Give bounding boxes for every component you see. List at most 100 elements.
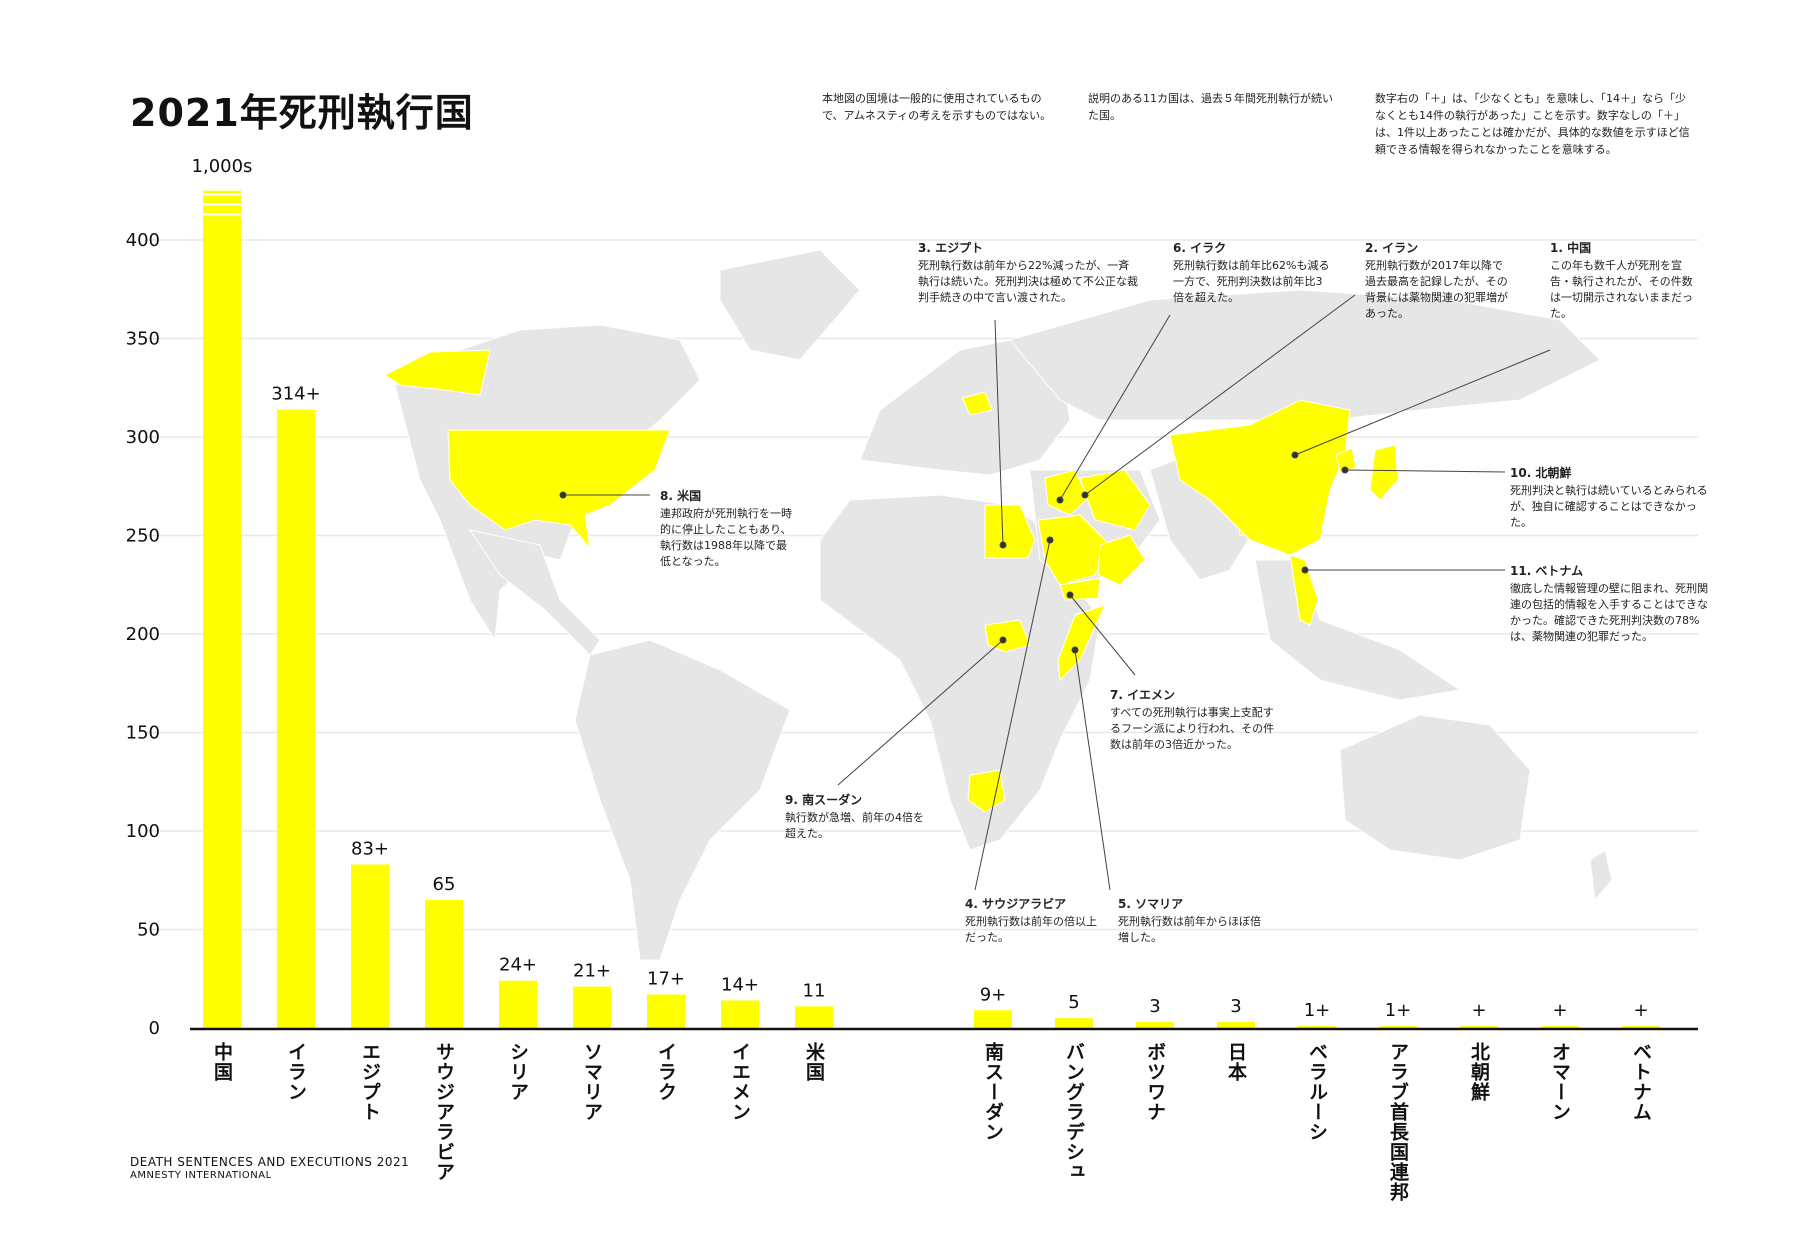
bar-value-label: + <box>1552 1000 1567 1021</box>
bar-13 <box>1298 1026 1336 1029</box>
map-russia <box>1009 289 1601 421</box>
leader-dot-south-sudan <box>999 636 1007 644</box>
bar-9 <box>974 1010 1012 1028</box>
bar-8 <box>795 1006 833 1028</box>
annotation-somalia: 5. ソマリア 死刑執行数は前年からほぼ倍増した。 <box>1118 897 1261 944</box>
bar-value-label: 314+ <box>271 383 320 404</box>
annotation-iraq: 6. イラク 死刑執行数は前年比62%も減る一方で、死刑判決数は前年比3倍を超えた… <box>1173 241 1330 304</box>
bar-value-label: 1+ <box>1304 1000 1331 1021</box>
annotation-north-korea: 10. 北朝鮮 死刑判決と執行は続いているとみられるが、独自に確認することはできな… <box>1510 466 1708 529</box>
category-label: ベラルーシ <box>1306 1042 1328 1142</box>
map-egypt <box>984 504 1036 559</box>
map-south-america <box>574 639 791 961</box>
bar-16 <box>1541 1026 1579 1029</box>
world-map <box>384 249 1613 961</box>
category-label: エジプト <box>359 1042 381 1122</box>
category-label: 日本 <box>1225 1042 1247 1082</box>
leader-line-china <box>1294 349 1551 456</box>
leader-dot-iraq <box>1056 496 1064 504</box>
footer-source: DEATH SENTENCES AND EXECUTIONS 2021 AMNE… <box>130 1155 410 1181</box>
map-central-america <box>468 529 601 656</box>
annotation-leader-lines <box>559 294 1551 891</box>
category-label: 米国 <box>803 1042 825 1082</box>
category-label: イラン <box>285 1042 307 1102</box>
category-label: 北朝鮮 <box>1468 1042 1490 1102</box>
bar-15 <box>1460 1026 1498 1029</box>
map-vietnam <box>1289 554 1319 626</box>
bar-value-label: + <box>1633 1000 1648 1021</box>
bar-11 <box>1136 1022 1174 1028</box>
leader-line-south-sudan <box>837 639 1004 786</box>
bar-value-label: 9+ <box>980 984 1007 1005</box>
category-label: 南スーダン <box>982 1042 1004 1142</box>
category-label: アラブ首長国連邦 <box>1387 1042 1409 1202</box>
leader-line-iran <box>1084 294 1356 496</box>
bar-10 <box>1055 1018 1093 1028</box>
annotation-vietnam: 11. ベトナム 徹底した情報管理の壁に阻まれ、死刑関連の包括的情報を入手すること… <box>1510 564 1709 643</box>
map-usa <box>447 429 671 550</box>
bar-5 <box>573 986 611 1028</box>
category-label: バングラデシュ <box>1063 1042 1085 1182</box>
bar-value-label: 14+ <box>721 974 759 995</box>
bar-value-label: 5 <box>1068 992 1079 1013</box>
map-japan <box>1369 444 1399 501</box>
y-tick-label: 400 <box>126 230 160 251</box>
map-botswana <box>967 769 1006 813</box>
map-new-zealand <box>1589 849 1613 902</box>
y-tick-label: 50 <box>137 920 160 941</box>
y-tick-label: 0 <box>149 1018 160 1039</box>
annotation-egypt: 3. エジプト 死刑執行数は前年から22%減ったが、一斉執行は続いた。死刑判決は極… <box>918 241 1138 304</box>
bars <box>203 190 1660 1029</box>
map-southeast-asia <box>1254 559 1462 701</box>
bar-1 <box>277 409 315 1028</box>
bar-2 <box>351 864 389 1028</box>
page-title: 2021年死刑執行国 <box>130 91 474 135</box>
bar-value-label: + <box>1471 1000 1486 1021</box>
note-plus-meaning: 数字右の「＋」は、「少なくとも」を意味し、「14＋」なら「少なくとも14件の執行… <box>1375 92 1690 156</box>
map-china <box>1169 399 1351 556</box>
note-borders: 本地図の国境は一般的に使用されているもので、アムネスティの考えを示すものではない… <box>822 92 1052 122</box>
bar-12 <box>1217 1022 1255 1028</box>
bar-value-label: 3 <box>1230 996 1241 1017</box>
y-tick-label: 100 <box>126 821 160 842</box>
leader-dot-egypt <box>999 541 1007 549</box>
y-tick-label: 200 <box>126 624 160 645</box>
category-label: イエメン <box>729 1042 751 1122</box>
leader-line-yemen <box>1069 594 1136 676</box>
bar-0 <box>203 190 241 1028</box>
map-saudi-arabia <box>1037 514 1111 586</box>
note-eleven-countries: 説明のある11カ国は、過去５年間死刑執行が続いた国。 <box>1088 92 1333 122</box>
category-label: ボツワナ <box>1144 1042 1166 1122</box>
leader-dot-china <box>1291 451 1299 459</box>
leader-dot-saudi-arabia <box>1046 536 1054 544</box>
bar-17 <box>1622 1026 1660 1029</box>
bar-value-label: 21+ <box>573 961 611 982</box>
leader-dot-vietnam <box>1301 566 1309 574</box>
bar-7 <box>721 1000 759 1028</box>
y-tick-label: 250 <box>126 526 160 547</box>
bar-value-label: 17+ <box>647 969 685 990</box>
bar-value-label: 3 <box>1149 996 1160 1017</box>
leader-line-egypt <box>994 319 1004 546</box>
annotation-saudi-arabia: 4. サウジアラビア 死刑執行数は前年の倍以上だった。 <box>965 897 1097 944</box>
leader-dot-yemen <box>1066 591 1074 599</box>
bar-value-label: 65 <box>433 874 456 895</box>
leader-line-iraq <box>1059 314 1171 501</box>
bar-value-label: 83+ <box>351 838 389 859</box>
bar-value-label: 1,000s <box>192 156 253 177</box>
leader-line-saudi-arabia <box>974 539 1051 891</box>
category-label: イラク <box>655 1042 677 1102</box>
axis-break-mark-0 <box>203 193 241 196</box>
map-belarus <box>961 391 993 416</box>
bar-3 <box>425 899 463 1028</box>
leader-dot-north-korea <box>1341 466 1349 474</box>
bar-value-label: 24+ <box>499 955 537 976</box>
y-tick-label: 350 <box>126 329 160 350</box>
annotation-iran: 2. イラン 死刑執行数が2017年以降で過去最高を記録したが、その背景には薬物関… <box>1365 241 1508 320</box>
y-tick-label: 300 <box>126 427 160 448</box>
annotation-usa: 8. 米国 連邦政府が死刑執行を一時的に停止したこともあり、執行数は1988年以降… <box>660 489 792 568</box>
bar-14 <box>1379 1026 1417 1029</box>
annotation-china: 1. 中国 この年も数千人が死刑を宣告・執行されたが、その件数は一切開示されないま… <box>1550 241 1693 320</box>
axis-break-mark-1 <box>203 203 241 206</box>
map-greenland <box>719 249 861 361</box>
